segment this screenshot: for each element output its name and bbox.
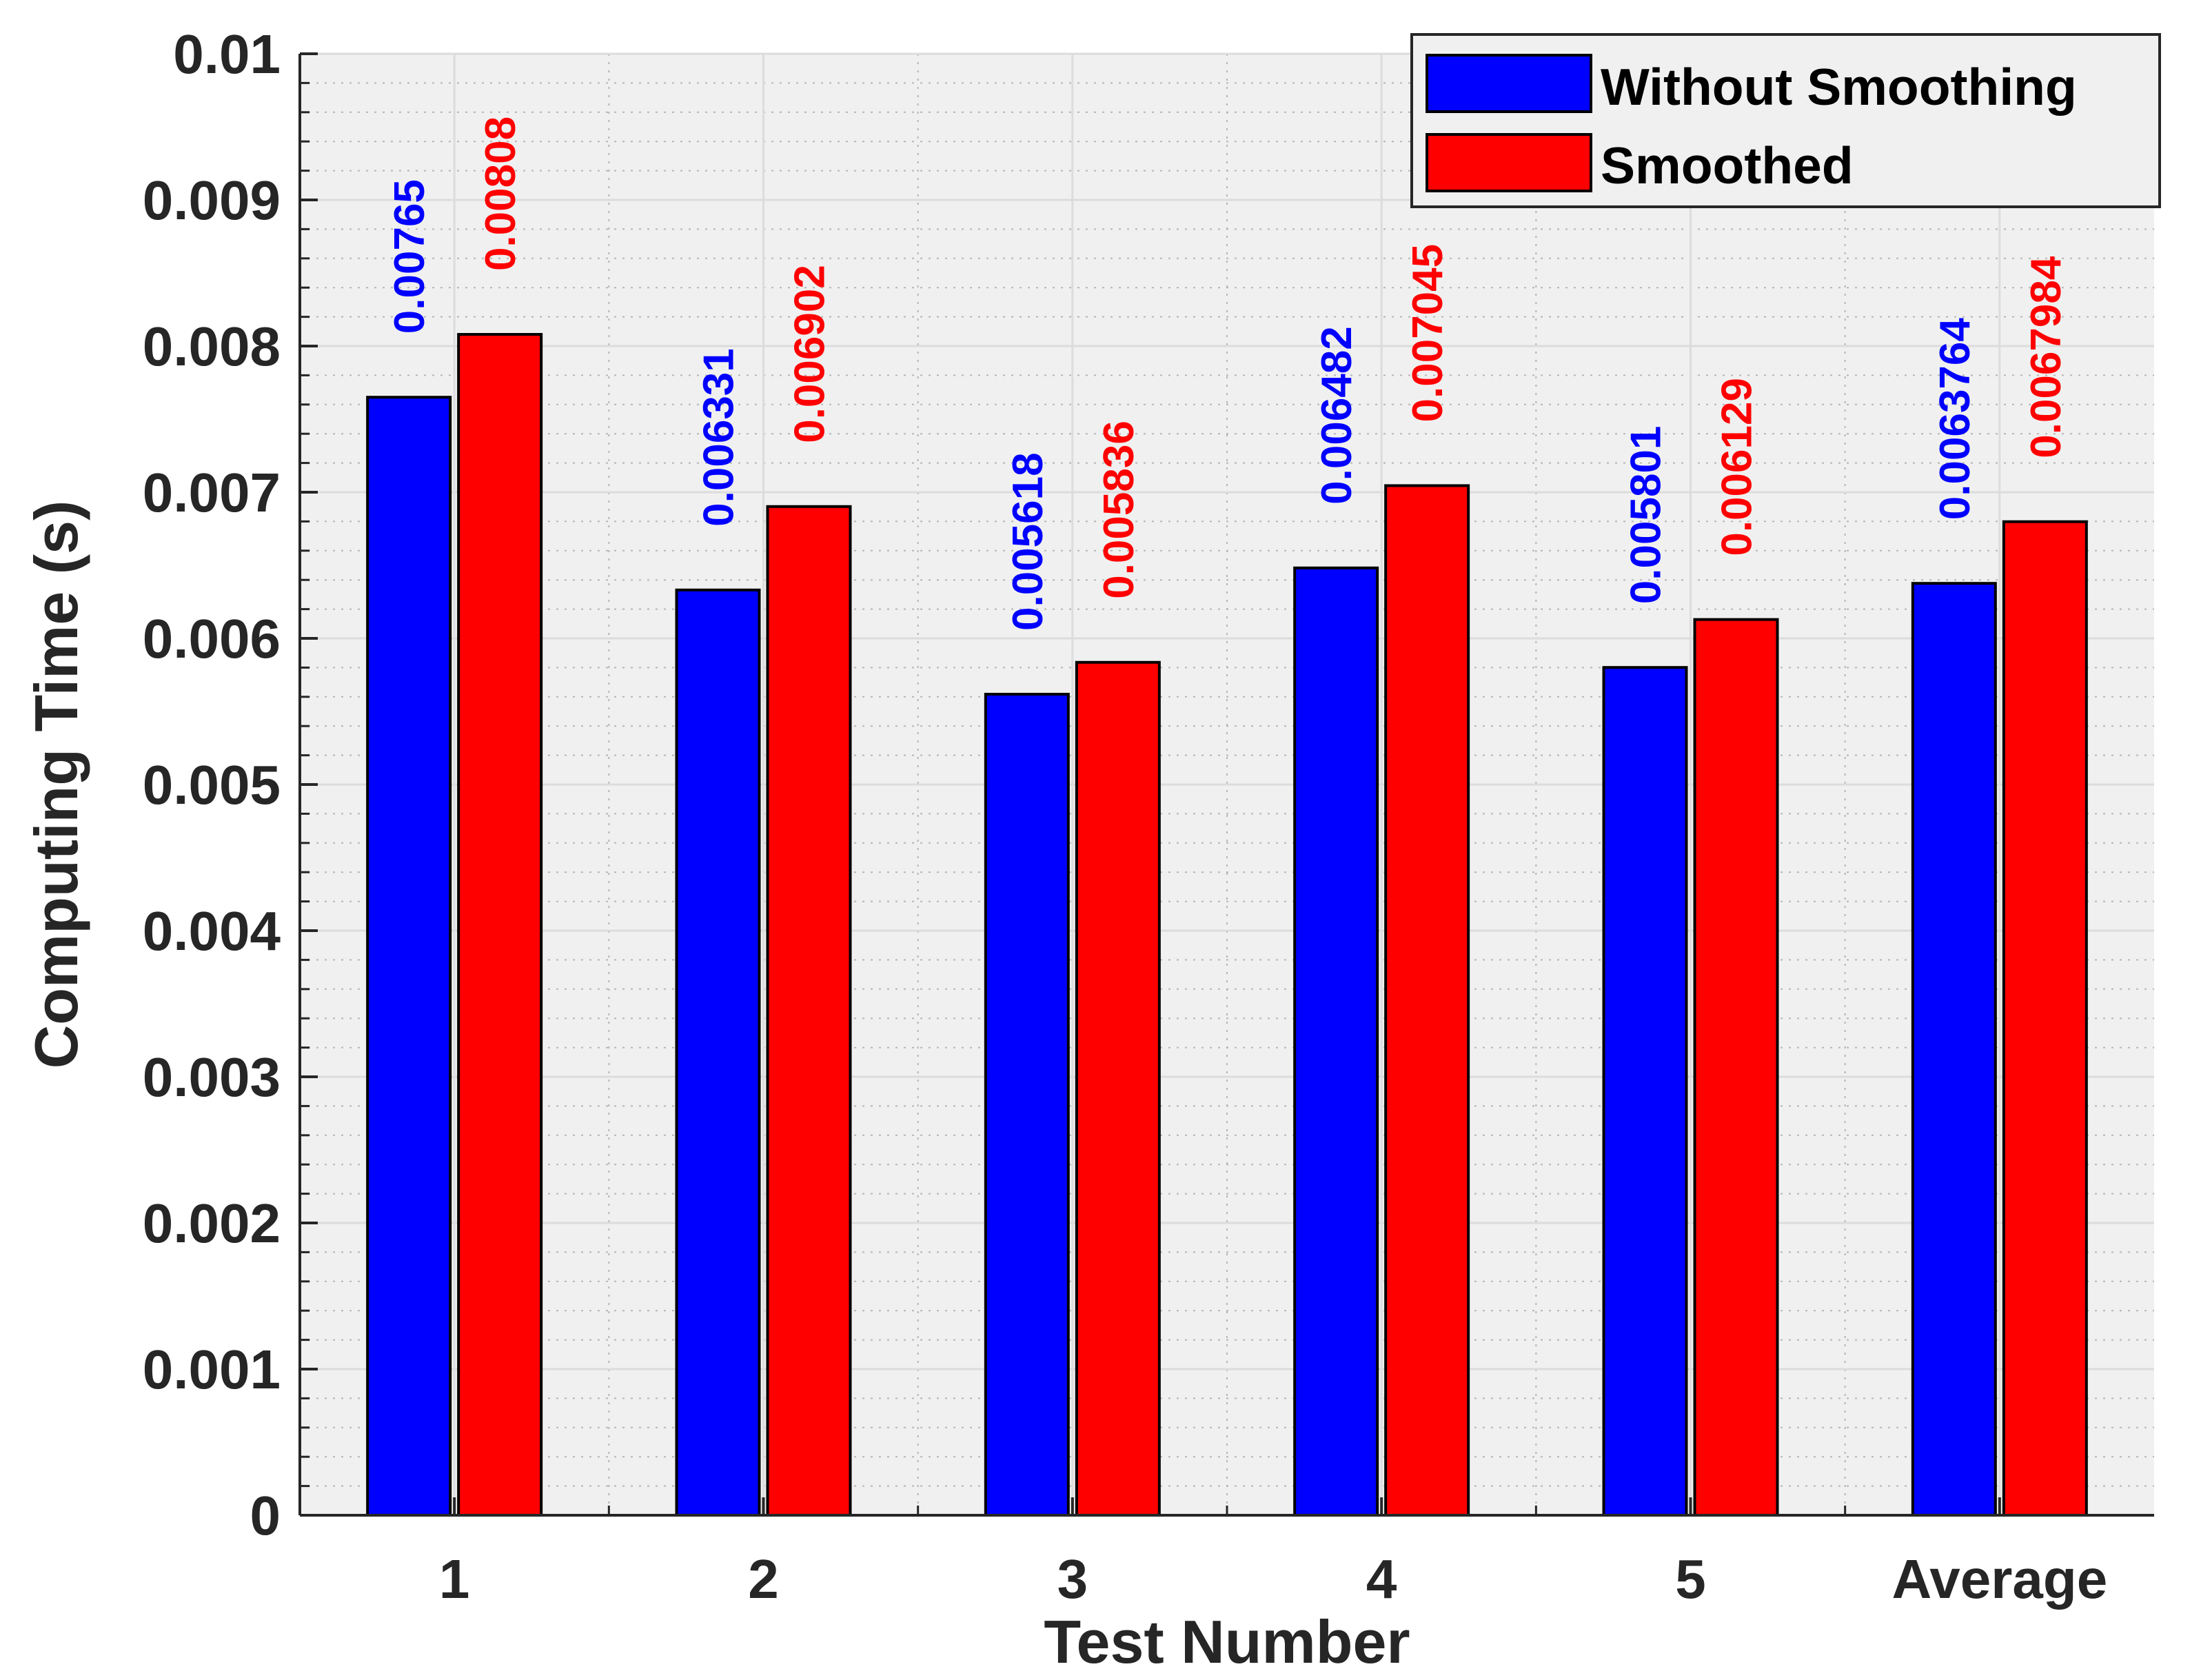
y-tick-label: 0.001 [143, 1339, 281, 1400]
y-tick-label: 0 [250, 1485, 281, 1546]
data-label: 0.005801 [1623, 426, 1670, 605]
bar [1075, 660, 1161, 1517]
axes [298, 52, 2154, 1517]
minor-grid [300, 54, 2154, 1515]
bar [1693, 618, 1779, 1517]
bar [675, 588, 761, 1517]
y-tick-label: 0.008 [143, 316, 281, 377]
y-tick-label: 0.005 [143, 754, 281, 816]
bar [1384, 484, 1470, 1517]
legend: Without Smoothing Smoothed [1410, 33, 2161, 208]
y-tick-label: 0.007 [143, 462, 281, 523]
y-tick-label: 0.01 [173, 23, 281, 85]
x-tick-labels: 1 2 3 4 5 Average [439, 1548, 2107, 1610]
data-label: 0.005618 [1004, 452, 1052, 631]
data-label: 0.006902 [787, 265, 834, 443]
legend-label-smoothed: Smoothed [1601, 136, 1854, 194]
x-tick-label: 2 [748, 1548, 779, 1610]
data-label: 0.006482 [1313, 326, 1361, 505]
y-tick-label: 0.004 [143, 900, 281, 962]
y-axis-title: Computing Time (s) [22, 500, 90, 1069]
data-label: 0.007045 [1404, 244, 1452, 423]
data-label: 0.0067984 [2022, 256, 2070, 458]
x-tick-label: Average [1891, 1548, 2107, 1610]
bar [1293, 566, 1379, 1517]
bar [766, 505, 852, 1517]
data-label: 0.0063764 [1931, 318, 1979, 520]
y-tick-label: 0.009 [143, 170, 281, 231]
bar [984, 692, 1070, 1517]
data-label: 0.005836 [1095, 421, 1143, 599]
y-tick-label: 0.006 [143, 608, 281, 669]
y-tick-label: 0.003 [143, 1046, 281, 1108]
bar [1602, 666, 1688, 1517]
x-tick-label: 3 [1057, 1548, 1088, 1610]
legend-label-without-smoothing: Without Smoothing [1601, 58, 2077, 116]
y-tick-label: 0.002 [143, 1193, 281, 1254]
x-tick-label: 4 [1366, 1548, 1397, 1610]
bar [457, 333, 543, 1517]
data-label: 0.00808 [477, 117, 525, 271]
bars [366, 333, 2088, 1517]
bar [366, 396, 452, 1517]
bar [2002, 520, 2088, 1517]
legend-swatch-smoothed [1426, 133, 1592, 192]
x-axis-title: Test Number [1044, 1608, 1410, 1676]
x-tick-label: 1 [439, 1548, 470, 1610]
legend-swatch-without-smoothing [1426, 54, 1592, 113]
data-labels: 0.00765 0.006331 0.005618 0.006482 0.005801 0… [386, 117, 2070, 631]
data-label: 0.006129 [1714, 378, 1761, 556]
bar [1911, 582, 1997, 1517]
y-tick-labels: 0 0.001 0.002 0.003 0.004 0.005 0.006 0.007 0.00… [143, 23, 281, 1546]
data-label: 0.00765 [386, 179, 434, 334]
data-label: 0.006331 [696, 348, 743, 527]
x-tick-label: 5 [1675, 1548, 1706, 1610]
